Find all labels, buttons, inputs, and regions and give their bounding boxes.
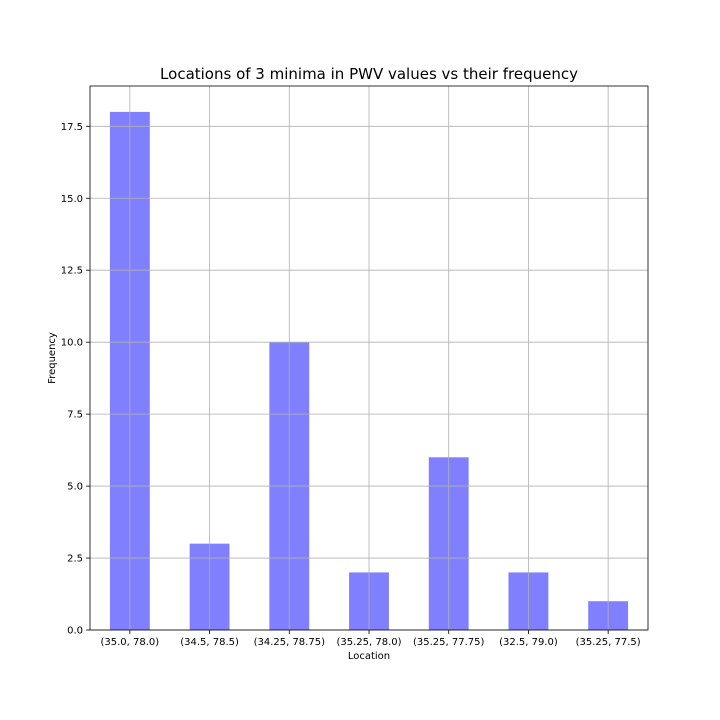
x-tick-label: (34.25, 78.75) (254, 637, 326, 648)
y-tick-label: 7.5 (67, 410, 83, 421)
ticks: 0.0 2.5 5.0 7.5 10.0 12.5 15.0 17.5 (35.0, 78.0)… (61, 122, 641, 648)
y-tick-label: 0.0 (67, 626, 83, 637)
y-axis-label: Frequency (47, 332, 58, 384)
y-tick-label: 12.5 (61, 266, 83, 277)
y-tick-label: 17.5 (61, 122, 83, 133)
y-tick-label: 10.0 (61, 338, 83, 349)
x-tick-label: (35.25, 77.5) (576, 637, 641, 648)
x-tick-label: (32.5, 79.0) (499, 637, 558, 648)
chart-title: Locations of 3 minima in PWV values vs t… (160, 65, 578, 83)
x-axis-label: Location (348, 651, 390, 662)
y-tick-label: 15.0 (61, 194, 83, 205)
x-tick-label: (35.25, 78.0) (336, 637, 401, 648)
x-tick-label: (34.5, 78.5) (180, 637, 239, 648)
x-tick-label: (35.25, 77.75) (413, 637, 485, 648)
y-tick-label: 5.0 (67, 482, 83, 493)
y-tick-label: 2.5 (67, 554, 83, 565)
grid (90, 86, 648, 631)
x-tick-label: (35.0, 78.0) (101, 637, 160, 648)
